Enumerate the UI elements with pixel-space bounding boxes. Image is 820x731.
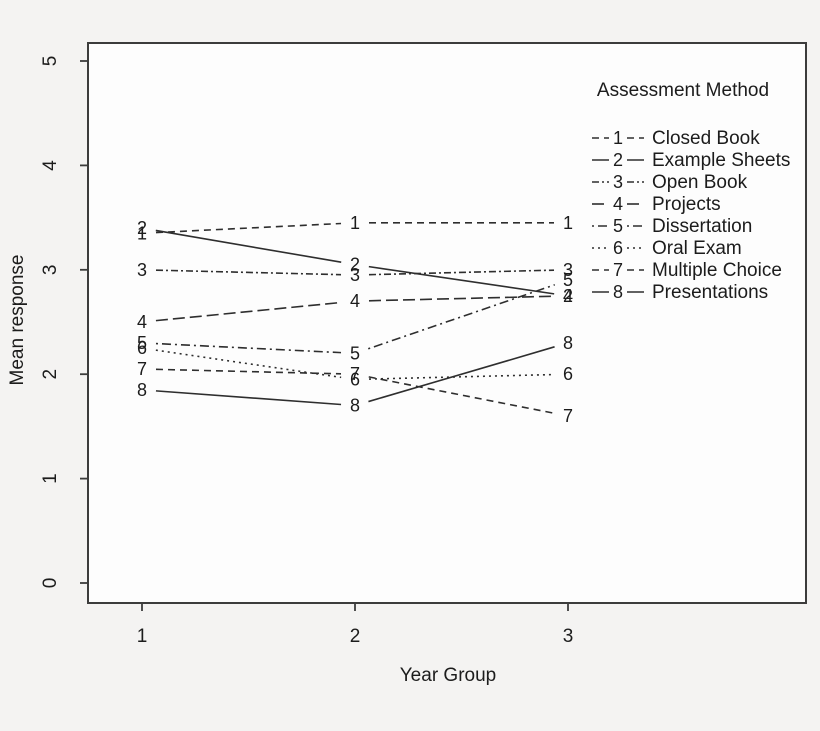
- series-segment: [155, 390, 342, 406]
- series-segment: [368, 295, 555, 302]
- point-label: 8: [137, 380, 147, 400]
- y-tick-label: 1: [40, 473, 61, 484]
- legend-item-label: Projects: [652, 194, 721, 215]
- point-label: 2: [137, 218, 147, 238]
- point-label: 6: [350, 369, 360, 389]
- series-oral-exam: 6 6 6: [137, 338, 573, 389]
- series-presentations: 8 8 8: [137, 333, 573, 416]
- legend-item-projects: 4 Projects: [592, 194, 721, 215]
- point-label: 3: [350, 265, 360, 285]
- legend-item-closed-book: 1 Closed Book: [592, 128, 760, 149]
- legend-item-example-sheets: 2 Example Sheets: [592, 150, 790, 171]
- point-label: 7: [350, 364, 360, 384]
- series-segment: [368, 346, 555, 403]
- point-label: 8: [563, 333, 573, 353]
- legend-item-label: Closed Book: [652, 128, 760, 149]
- y-axis-label: Mean response: [7, 255, 28, 386]
- legend-key-number: 7: [613, 260, 623, 280]
- series-segment: [155, 229, 342, 264]
- legend-key-number: 6: [613, 238, 623, 258]
- point-label: 2: [563, 286, 573, 306]
- legend-key-number: 5: [613, 216, 623, 236]
- series-segment: [368, 265, 555, 295]
- point-label: 5: [350, 343, 360, 363]
- y-tick-label: 0: [40, 578, 61, 589]
- x-axis: 1 2 3: [137, 603, 574, 647]
- series-segment: [155, 349, 342, 379]
- series-open-book: 3 3 3: [137, 260, 573, 285]
- series-projects: 4 4 4: [137, 286, 573, 332]
- legend-key-number: 4: [613, 194, 623, 214]
- legend-item-label: Example Sheets: [652, 150, 790, 171]
- point-label: 7: [563, 406, 573, 426]
- legend-title: Assessment Method: [597, 80, 769, 101]
- legend: 1 Closed Book 2 Example Sheets 3 Open Book 4 Pr…: [592, 128, 790, 303]
- point-label: 6: [137, 338, 147, 358]
- y-axis: 0 1 2 3 4 5: [40, 56, 88, 589]
- point-label: 1: [137, 223, 147, 243]
- y-tick-label: 3: [40, 265, 61, 276]
- point-label: 3: [137, 260, 147, 280]
- point-label: 5: [137, 333, 147, 353]
- series-dissertation: 5 5 5: [137, 270, 573, 363]
- point-label: 4: [350, 291, 360, 311]
- point-label: 6: [563, 364, 573, 384]
- point-label: 2: [350, 255, 360, 275]
- legend-item-presentations: 8 Presentations: [592, 282, 768, 303]
- point-label: 8: [350, 396, 360, 416]
- legend-key-number: 1: [613, 128, 623, 148]
- series-segment: [367, 284, 556, 350]
- point-label: 7: [137, 359, 147, 379]
- point-label: 5: [563, 270, 573, 290]
- x-tick-label: 3: [563, 626, 574, 647]
- point-label: 1: [350, 213, 360, 233]
- legend-item-label: Oral Exam: [652, 238, 742, 259]
- series-closed-book: 1 1 1: [137, 213, 573, 243]
- x-tick-label: 1: [137, 626, 148, 647]
- y-tick-label: 5: [40, 56, 61, 67]
- legend-key-number: 3: [613, 172, 623, 192]
- x-tick-label: 2: [350, 626, 361, 647]
- legend-item-multiple-choice: 7 Multiple Choice: [592, 260, 782, 281]
- legend-key-number: 8: [613, 282, 623, 302]
- legend-item-open-book: 3 Open Book: [592, 172, 748, 193]
- legend-item-label: Presentations: [652, 282, 768, 303]
- point-label: 1: [563, 213, 573, 233]
- legend-key-number: 2: [613, 150, 623, 170]
- series-segment: [368, 269, 555, 276]
- series-segment: [368, 376, 555, 415]
- series-example-sheets: 2 2 2: [137, 218, 573, 306]
- series-multiple-choice: 7 7 7: [137, 359, 573, 426]
- series-segment: [155, 222, 342, 234]
- legend-item-label: Multiple Choice: [652, 260, 782, 281]
- point-label: 3: [563, 260, 573, 280]
- legend-item-label: Open Book: [652, 172, 748, 193]
- legend-item-dissertation: 5 Dissertation: [592, 216, 752, 237]
- legend-item-oral-exam: 6 Oral Exam: [592, 238, 742, 259]
- x-axis-label: Year Group: [400, 665, 496, 686]
- y-tick-label: 4: [40, 160, 61, 171]
- point-label: 4: [563, 286, 573, 306]
- series-segment: [155, 269, 342, 276]
- series-segment: [155, 368, 342, 375]
- series-segment: [368, 373, 555, 380]
- series-segment: [155, 342, 342, 354]
- legend-item-label: Dissertation: [652, 216, 752, 237]
- y-tick-label: 2: [40, 369, 61, 380]
- plot-box: [87, 42, 807, 604]
- series-segment: [155, 301, 342, 322]
- point-label: 4: [137, 312, 147, 332]
